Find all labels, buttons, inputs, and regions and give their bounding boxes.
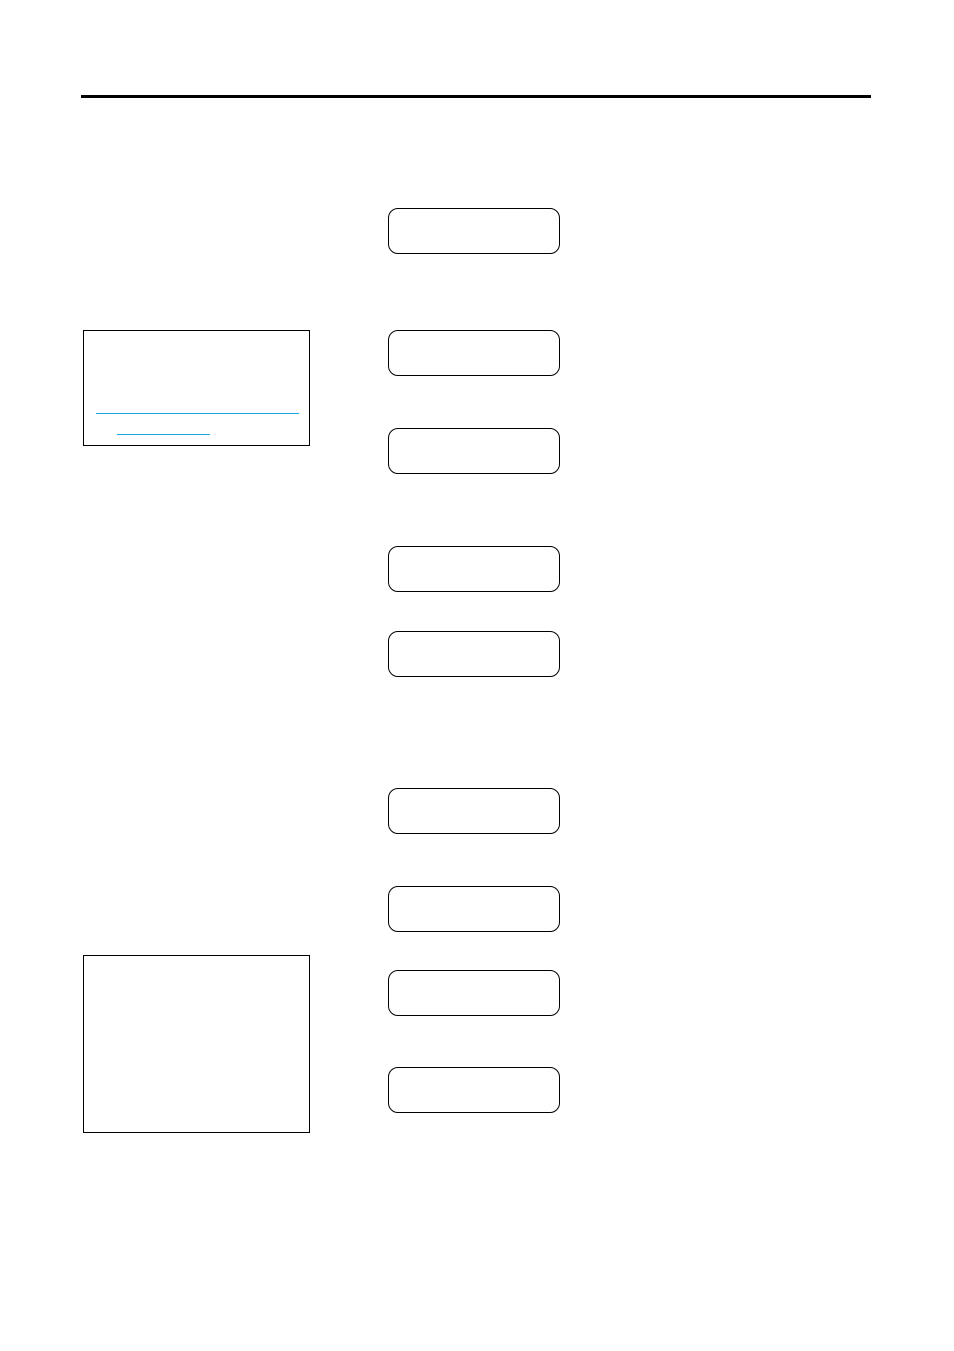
button-2[interactable] — [388, 330, 560, 376]
bottom-panel — [83, 955, 310, 1133]
button-8[interactable] — [388, 970, 560, 1016]
button-3[interactable] — [388, 428, 560, 474]
button-1[interactable] — [388, 208, 560, 254]
header-rule — [81, 95, 871, 98]
button-7[interactable] — [388, 886, 560, 932]
button-4[interactable] — [388, 546, 560, 592]
top-panel — [83, 330, 310, 446]
button-6[interactable] — [388, 788, 560, 834]
button-9[interactable] — [388, 1067, 560, 1113]
top-panel-line-2 — [117, 434, 210, 435]
top-panel-line-1 — [96, 413, 299, 414]
page — [0, 0, 954, 1351]
button-5[interactable] — [388, 631, 560, 677]
